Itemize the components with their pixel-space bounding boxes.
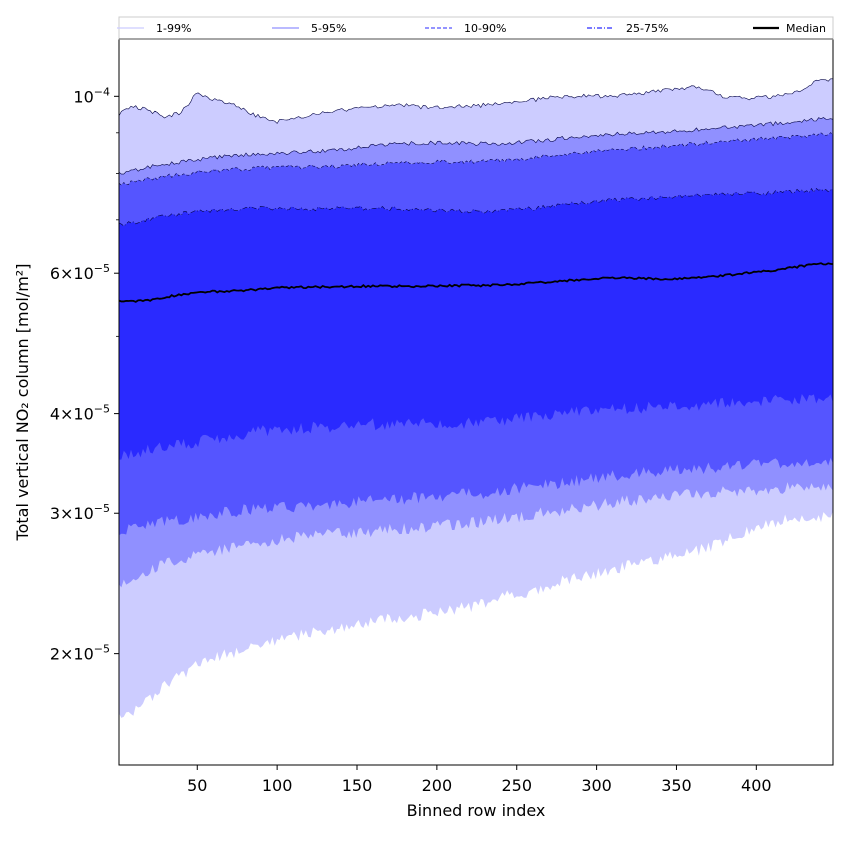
legend-label: 25-75% <box>626 22 668 35</box>
x-tick-label: 400 <box>741 776 772 795</box>
median-line <box>119 262 833 303</box>
band-upper-edge-5-95pct <box>119 117 833 175</box>
x-tick-label: 350 <box>661 776 692 795</box>
legend-label: Median <box>786 22 826 35</box>
legend-label: 1-99% <box>156 22 191 35</box>
x-tick-label: 100 <box>262 776 293 795</box>
legend-label: 10-90% <box>464 22 506 35</box>
y-tick-label: 10−4 <box>73 85 110 106</box>
x-tick-label: 50 <box>187 776 207 795</box>
x-tick-label: 300 <box>581 776 612 795</box>
x-tick-label: 250 <box>501 776 532 795</box>
band-upper-edge-25-75pct <box>119 188 833 227</box>
y-axis-ticks: 10−4 6×10−5 4×10−5 3×10−5 2×10−5 <box>50 85 119 664</box>
x-axis-ticks: 50 100 150 200 250 300 350 400 <box>187 765 772 795</box>
legend-items: 1-99% 5-95% 10-90% 25-75% Median <box>117 22 826 35</box>
y-axis-label: Total vertical NO₂ column [mol/m²] <box>13 264 32 542</box>
y-tick-label: 4×10−5 <box>50 403 110 424</box>
x-tick-label: 150 <box>342 776 373 795</box>
band-upper-edge-1-99pct <box>119 78 833 124</box>
median-layer <box>119 262 833 303</box>
x-axis-label: Binned row index <box>407 801 546 820</box>
y-tick-label: 2×10−5 <box>50 643 110 664</box>
percentile-bands <box>119 78 833 718</box>
y-tick-label: 6×10−5 <box>50 262 110 283</box>
legend-label: 5-95% <box>311 22 346 35</box>
x-tick-label: 200 <box>422 776 453 795</box>
band-25-75pct <box>119 188 833 460</box>
legend: 1-99% 5-95% 10-90% 25-75% Median <box>117 16 834 40</box>
y-tick-label: 3×10−5 <box>50 502 110 523</box>
band-edge-lines <box>119 78 833 227</box>
